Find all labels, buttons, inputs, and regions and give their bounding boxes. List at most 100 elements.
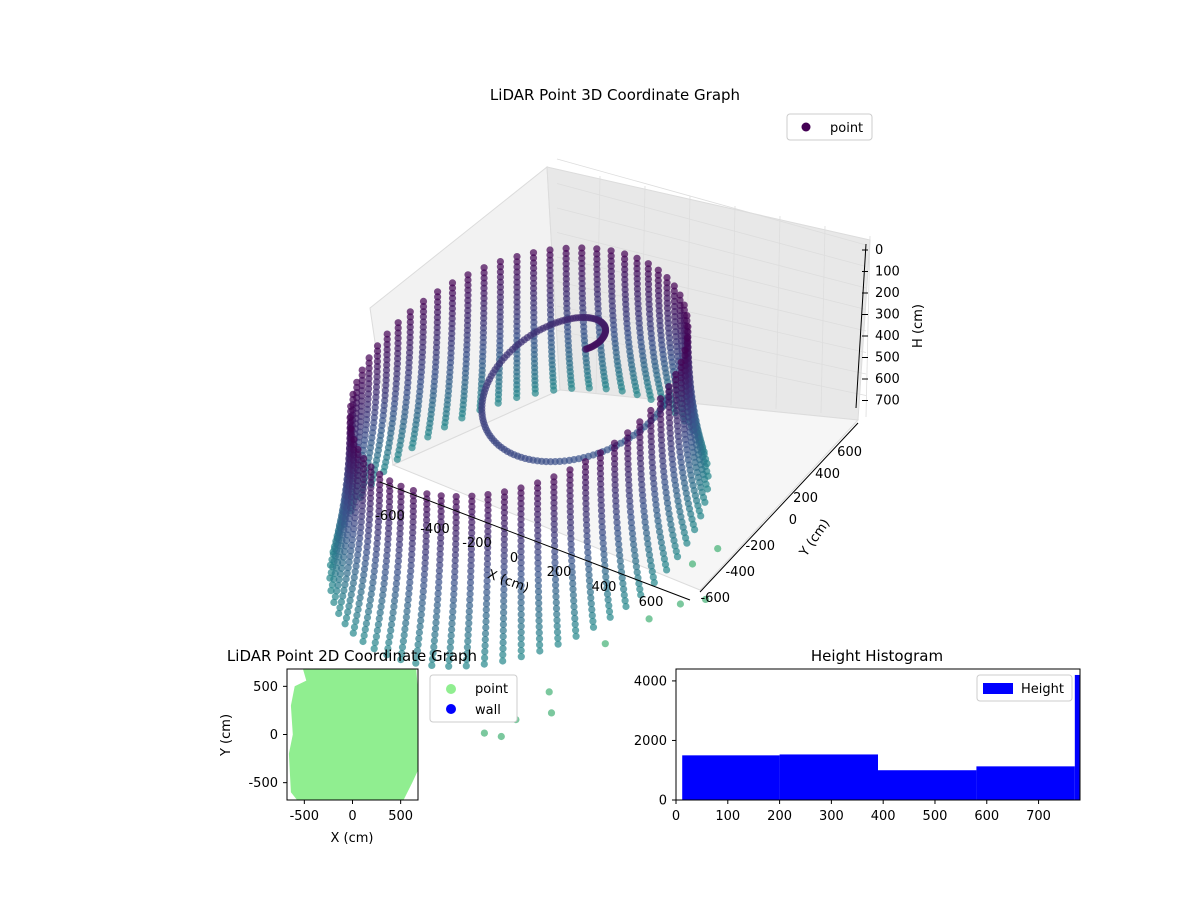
- point-3d: [448, 626, 456, 634]
- point-3d: [339, 592, 347, 600]
- point-3d: [343, 531, 351, 539]
- point-3d: [358, 371, 366, 379]
- point-3d: [562, 260, 570, 268]
- point-3d: [330, 575, 338, 583]
- y-ticks-3d: -600 -400 -200 0 200 400 600: [700, 445, 862, 606]
- legend-3d-label: point: [830, 121, 863, 136]
- point-3d: [581, 468, 590, 476]
- point-3d: [370, 573, 378, 581]
- point-3d: [383, 651, 391, 659]
- point-3d: [392, 585, 400, 593]
- x-tick-label-hist: 0: [672, 809, 680, 824]
- point-3d: [348, 585, 356, 593]
- point-3d: [551, 564, 559, 572]
- point-3d: [530, 279, 538, 287]
- point-3d: [611, 455, 619, 463]
- point-3d: [647, 412, 655, 420]
- point-3d: [350, 519, 358, 528]
- point-3d: [354, 451, 362, 459]
- point-3d: [408, 545, 416, 553]
- point-3d: [596, 470, 605, 478]
- point-3d: [385, 519, 393, 527]
- point-3d: [388, 614, 396, 623]
- point-3d: [624, 455, 632, 463]
- point-3d: [651, 490, 659, 498]
- point-3d: [624, 444, 632, 452]
- point-3d: [352, 503, 360, 511]
- point-3d: [683, 539, 691, 547]
- point-3d: [464, 286, 472, 294]
- point-3d: [550, 515, 558, 523]
- point-3d: [598, 517, 606, 526]
- point-3d: [636, 449, 644, 457]
- point-3d: [660, 467, 668, 476]
- point-3d: [376, 470, 384, 478]
- point-3d: [422, 543, 430, 551]
- point-3d: [467, 551, 475, 559]
- point-3d: [625, 486, 633, 494]
- x-ticks-3d: -600 -400 -200 0 200 400 600: [375, 509, 663, 610]
- point-3d: [450, 585, 458, 593]
- point-3d: [353, 482, 361, 490]
- point-3d: [365, 354, 373, 362]
- point-3d: [373, 378, 381, 386]
- point-3d: [631, 552, 639, 560]
- point-3d: [482, 623, 490, 632]
- point-3d: [431, 631, 439, 639]
- point-3d: [349, 396, 357, 404]
- point-3d: [668, 455, 676, 463]
- point-3d: [432, 619, 440, 627]
- point-3d: [663, 299, 671, 307]
- point-3d: [566, 502, 574, 510]
- point-3d: [597, 475, 605, 483]
- point-3d: [566, 471, 574, 479]
- point-3d: [350, 435, 358, 444]
- point-3d: [415, 635, 423, 643]
- point-3d: [626, 502, 634, 510]
- point-3d: [341, 548, 349, 556]
- point-3d: [617, 568, 626, 576]
- point-3d: [484, 533, 492, 541]
- point-3d: [545, 688, 553, 696]
- y-tick-label-3d: -600: [700, 591, 730, 606]
- legend-2d-point-label: point: [475, 682, 508, 697]
- chart-3d-title: LiDAR Point 3D Coordinate Graph: [490, 86, 740, 104]
- point-3d: [670, 302, 679, 311]
- point-3d: [338, 564, 346, 572]
- grid-line-z: [556, 305, 867, 375]
- point-3d: [366, 510, 374, 518]
- point-3d: [602, 579, 611, 587]
- point-3d: [436, 545, 444, 553]
- point-3d: [672, 386, 680, 394]
- point-3d: [500, 546, 508, 554]
- point-3d: [677, 374, 685, 382]
- point-3d: [663, 289, 671, 297]
- point-3d: [517, 622, 525, 630]
- point-3d: [452, 535, 460, 543]
- point-3d: [611, 481, 619, 489]
- point-3d: [654, 287, 663, 295]
- y-tick-label-2d: -500: [248, 776, 278, 791]
- point-3d: [567, 524, 575, 532]
- point-3d: [551, 559, 559, 567]
- point-3d: [499, 657, 507, 665]
- point-3d: [480, 294, 488, 302]
- point-3d: [642, 529, 651, 537]
- point-3d: [641, 518, 649, 526]
- point-3d: [418, 605, 426, 613]
- point-3d: [394, 563, 402, 571]
- point-3d: [375, 615, 383, 623]
- point-3d: [356, 594, 364, 602]
- point-3d: [567, 546, 575, 554]
- point-3d: [513, 268, 521, 276]
- legend-3d-marker: [801, 122, 811, 132]
- point-3d: [419, 297, 428, 305]
- point-3d: [534, 479, 542, 487]
- point-3d: [383, 552, 391, 560]
- point-3d: [552, 598, 560, 607]
- point-3d: [607, 257, 615, 265]
- point-3d: [336, 604, 344, 612]
- point-3d: [568, 557, 576, 565]
- point-3d: [357, 518, 365, 526]
- point-3d: [638, 486, 646, 494]
